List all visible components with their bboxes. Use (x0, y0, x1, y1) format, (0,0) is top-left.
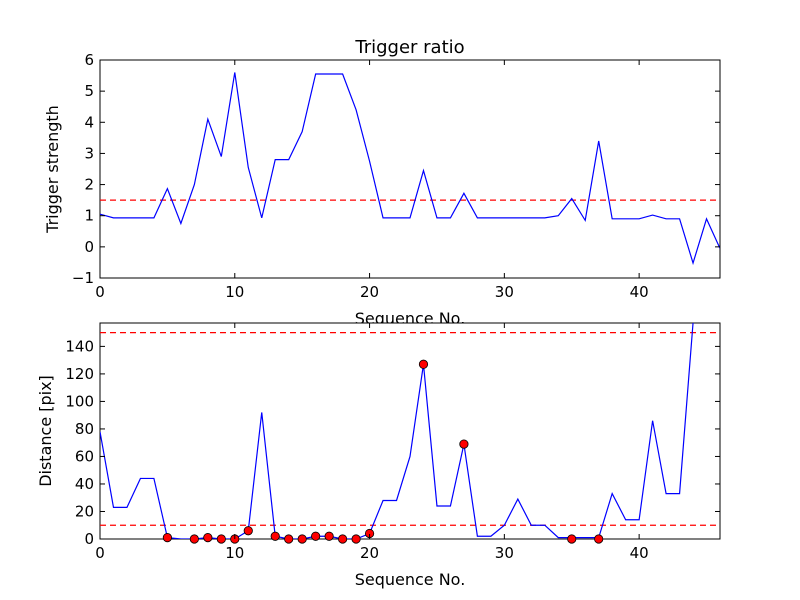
x-tick-label: 10 (225, 544, 244, 562)
chart-title: Trigger ratio (354, 37, 464, 58)
y-tick-label: 3 (84, 144, 94, 162)
y-tick-label: 0 (84, 530, 94, 548)
x-tick-label: 0 (95, 283, 105, 301)
y-tick-label: 20 (75, 502, 94, 520)
y-axis-label: Trigger strength (43, 105, 62, 234)
data-point-marker (338, 534, 348, 544)
x-tick-label: 20 (360, 544, 379, 562)
data-point-marker (243, 526, 253, 536)
y-tick-label: 0 (84, 238, 94, 256)
y-tick-label: 140 (65, 337, 94, 355)
data-point-marker (216, 534, 226, 544)
data-point-marker (594, 534, 604, 544)
data-point-marker (162, 533, 172, 543)
y-tick-label: 1 (84, 207, 94, 225)
x-tick-label: 0 (95, 544, 105, 562)
plot-area (99, 322, 721, 540)
data-point-marker (203, 533, 213, 543)
y-tick-label: 40 (75, 475, 94, 493)
data-point-marker (567, 534, 577, 544)
data-point-marker (284, 534, 294, 544)
data-point-marker (311, 531, 321, 541)
plot-area (99, 59, 721, 279)
y-tick-label: 80 (75, 420, 94, 438)
x-tick-label: 30 (495, 544, 514, 562)
y-tick-label: 120 (65, 365, 94, 383)
x-tick-label: 40 (630, 283, 649, 301)
y-tick-label: 100 (65, 392, 94, 410)
data-point-marker (270, 531, 280, 541)
y-tick-label: 60 (75, 447, 94, 465)
axis-ticks: 0 10 20 30 40 0 20 40 60 80 100 120 140 (65, 323, 720, 562)
data-point-marker (189, 534, 199, 544)
series-line (100, 72, 720, 266)
x-tick-label: 30 (495, 283, 514, 301)
distance-chart: 0 10 20 30 40 0 20 40 60 80 100 120 140 Sequence No.… (36, 322, 721, 589)
data-point-marker (459, 439, 469, 449)
data-point-marker (297, 534, 307, 544)
y-axis-label: Distance [pix] (36, 375, 55, 487)
x-tick-label: 20 (360, 283, 379, 301)
y-tick-label: −1 (72, 269, 94, 287)
x-tick-label: 40 (630, 544, 649, 562)
y-tick-label: 6 (84, 51, 94, 69)
chart-marks (100, 72, 720, 266)
x-axis-label: Sequence No. (355, 570, 466, 589)
y-tick-label: 2 (84, 176, 94, 194)
x-tick-label: 10 (225, 283, 244, 301)
data-point-marker (324, 531, 334, 541)
data-point-marker (351, 534, 361, 544)
data-point-marker (418, 359, 429, 369)
y-tick-label: 5 (84, 82, 94, 100)
y-tick-label: 4 (84, 113, 94, 131)
chart-marks (100, 323, 720, 544)
